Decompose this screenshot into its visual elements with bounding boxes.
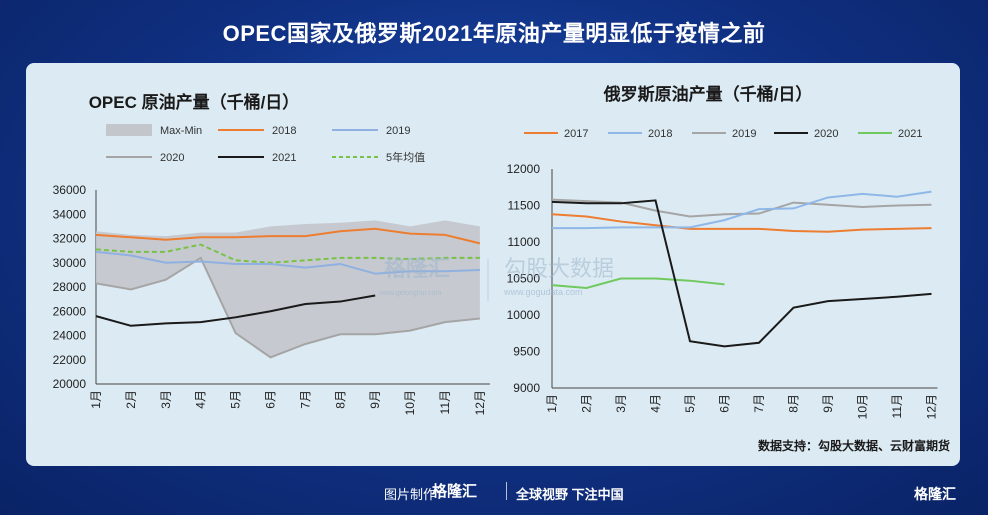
footer-credit: 图片制作： xyxy=(384,487,450,502)
opec-legend-label: 2018 xyxy=(272,125,296,137)
russia-ytick-label: 9000 xyxy=(513,381,540,395)
footer-logo: 格隆汇 xyxy=(432,483,478,500)
russia-xtick-label: 4月 xyxy=(649,394,663,413)
russia-ytick-label: 11000 xyxy=(508,235,541,249)
footer: 图片制作： 格隆汇 全球视野 下注中国 xyxy=(0,480,988,504)
opec-legend-label: Max-Min xyxy=(160,125,202,137)
opec-xtick-label: 1月 xyxy=(89,390,103,409)
russia-series-2017 xyxy=(551,213,932,233)
russia-series-2020 xyxy=(551,199,932,348)
footer-slogan: 全球视野 下注中国 xyxy=(516,487,624,502)
russia-legend-label: 2021 xyxy=(898,128,922,140)
opec-series-5yr-avg xyxy=(95,243,480,264)
opec-xtick-label: 7月 xyxy=(298,390,312,409)
opec-ytick-label: 22000 xyxy=(53,353,87,367)
opec-ytick-label: 28000 xyxy=(53,280,87,294)
russia-xtick-label: 11月 xyxy=(890,394,904,418)
russia-ytick-label: 10500 xyxy=(507,272,541,286)
russia-series-2018 xyxy=(552,190,932,230)
opec-ytick-label: 20000 xyxy=(53,377,87,391)
russia-ytick-label: 11500 xyxy=(508,199,541,213)
opec-legend-label: 5年均值 xyxy=(386,150,425,164)
opec-legend-swatch-maxmin xyxy=(106,124,152,136)
opec-xtick-label: 3月 xyxy=(159,390,173,409)
russia-legend-label: 2017 xyxy=(564,128,588,140)
corner-logo: 格隆汇 xyxy=(914,486,956,502)
opec-xtick-label: 10月 xyxy=(403,390,417,415)
russia-ytick-label: 9500 xyxy=(513,345,540,359)
opec-legend-label: 2021 xyxy=(272,152,296,164)
opec-xtick-label: 12月 xyxy=(473,390,487,415)
watermark-right: 勾股大数据 xyxy=(504,256,614,281)
russia-xtick-label: 12月 xyxy=(925,394,939,419)
opec-xtick-label: 11月 xyxy=(438,390,452,414)
russia-legend-label: 2018 xyxy=(648,128,672,140)
opec-legend-label: 2019 xyxy=(386,125,410,137)
russia-xtick-label: 6月 xyxy=(718,394,732,413)
opec-ytick-label: 34000 xyxy=(53,207,87,221)
opec-ytick-label: 24000 xyxy=(53,329,87,343)
russia-legend-label: 2019 xyxy=(732,128,756,140)
russia-xtick-label: 3月 xyxy=(614,394,628,413)
opec-xtick-label: 6月 xyxy=(264,390,278,409)
source-note: 数据支持：勾股大数据、云财富期货 xyxy=(758,438,950,453)
russia-xtick-label: 1月 xyxy=(545,394,559,413)
opec-legend-label: 2020 xyxy=(160,152,184,164)
opec-xtick-label: 4月 xyxy=(194,390,208,409)
watermark-left-url: www.gelonghui.com xyxy=(378,290,441,297)
opec-ytick-label: 36000 xyxy=(53,183,87,197)
watermark-right-url: www.gogudata.com xyxy=(503,287,583,297)
opec-ytick-label: 30000 xyxy=(53,256,87,270)
opec-chart-title: OPEC 原油产量（千桶/日） xyxy=(89,92,300,112)
opec-xtick-label: 5月 xyxy=(229,390,243,409)
russia-chart-title: 俄罗斯原油产量（千桶/日） xyxy=(603,84,813,104)
opec-ytick-label: 26000 xyxy=(53,304,87,318)
opec-series-2020 xyxy=(95,256,481,359)
russia-series-2021 xyxy=(551,277,725,290)
russia-xtick-label: 10月 xyxy=(856,394,870,419)
russia-xtick-label: 5月 xyxy=(683,394,697,413)
russia-ytick-label: 10000 xyxy=(507,308,541,322)
russia-legend-label: 2020 xyxy=(814,128,838,140)
opec-xtick-label: 8月 xyxy=(333,390,347,409)
opec-ytick-label: 32000 xyxy=(53,232,87,246)
russia-xtick-label: 2月 xyxy=(580,394,594,413)
russia-xtick-label: 9月 xyxy=(821,394,835,413)
opec-xtick-label: 9月 xyxy=(368,390,382,409)
opec-maxmin-band xyxy=(96,220,480,358)
footer-divider xyxy=(506,482,507,500)
watermark-left: 格隆汇 xyxy=(384,256,450,281)
russia-ytick-label: 12000 xyxy=(507,162,541,176)
charts-svg: OPEC 原油产量（千桶/日） Max-Min 2018 2019 2020 2021 5年… xyxy=(53,84,950,453)
opec-series-2019 xyxy=(95,250,480,275)
opec-series-2021 xyxy=(95,294,376,327)
russia-xtick-label: 8月 xyxy=(787,394,801,413)
opec-series-2018 xyxy=(95,227,481,245)
russia-xtick-label: 7月 xyxy=(752,394,766,413)
page-title: OPEC国家及俄罗斯2021年原油产量明显低于疫情之前 xyxy=(222,21,766,46)
chart-panel: OPEC 原油产量（千桶/日） Max-Min 2018 2019 2020 2021 5年… xyxy=(26,63,960,466)
opec-xtick-label: 2月 xyxy=(124,390,138,409)
